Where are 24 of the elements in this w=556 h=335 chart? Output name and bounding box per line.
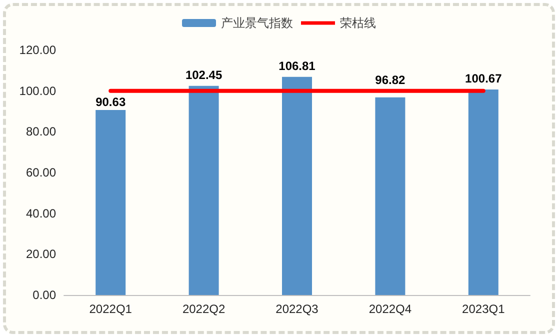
- y-tick-label: 80.00: [26, 124, 56, 139]
- bar: [188, 86, 219, 295]
- y-tick-label: 120.00: [19, 43, 56, 57]
- data-label: 100.67: [465, 71, 502, 86]
- legend-label: 产业景气指数: [221, 16, 293, 30]
- data-label: 90.63: [96, 94, 126, 109]
- data-label: 106.81: [278, 58, 316, 73]
- x-tick-label: 2022Q3: [276, 302, 319, 316]
- bar: [468, 89, 498, 295]
- x-tick-label: 2023Q1: [462, 302, 506, 316]
- y-tick-label: 20.00: [26, 247, 56, 262]
- bar: [282, 76, 312, 295]
- x-tick-label: 2022Q1: [89, 302, 132, 316]
- x-tick-label: 2022Q4: [368, 302, 412, 316]
- y-tick-label: 0.00: [32, 288, 56, 302]
- legend-label: 荣枯线: [340, 16, 376, 30]
- y-tick-label: 100.00: [19, 84, 56, 98]
- bar: [96, 110, 126, 295]
- data-label: 102.45: [185, 68, 222, 82]
- y-tick-label: 40.00: [26, 206, 56, 220]
- bar: [375, 97, 406, 295]
- data-label: 96.82: [375, 72, 406, 87]
- y-tick-label: 60.00: [26, 166, 56, 180]
- x-tick-label: 2022Q2: [182, 302, 226, 316]
